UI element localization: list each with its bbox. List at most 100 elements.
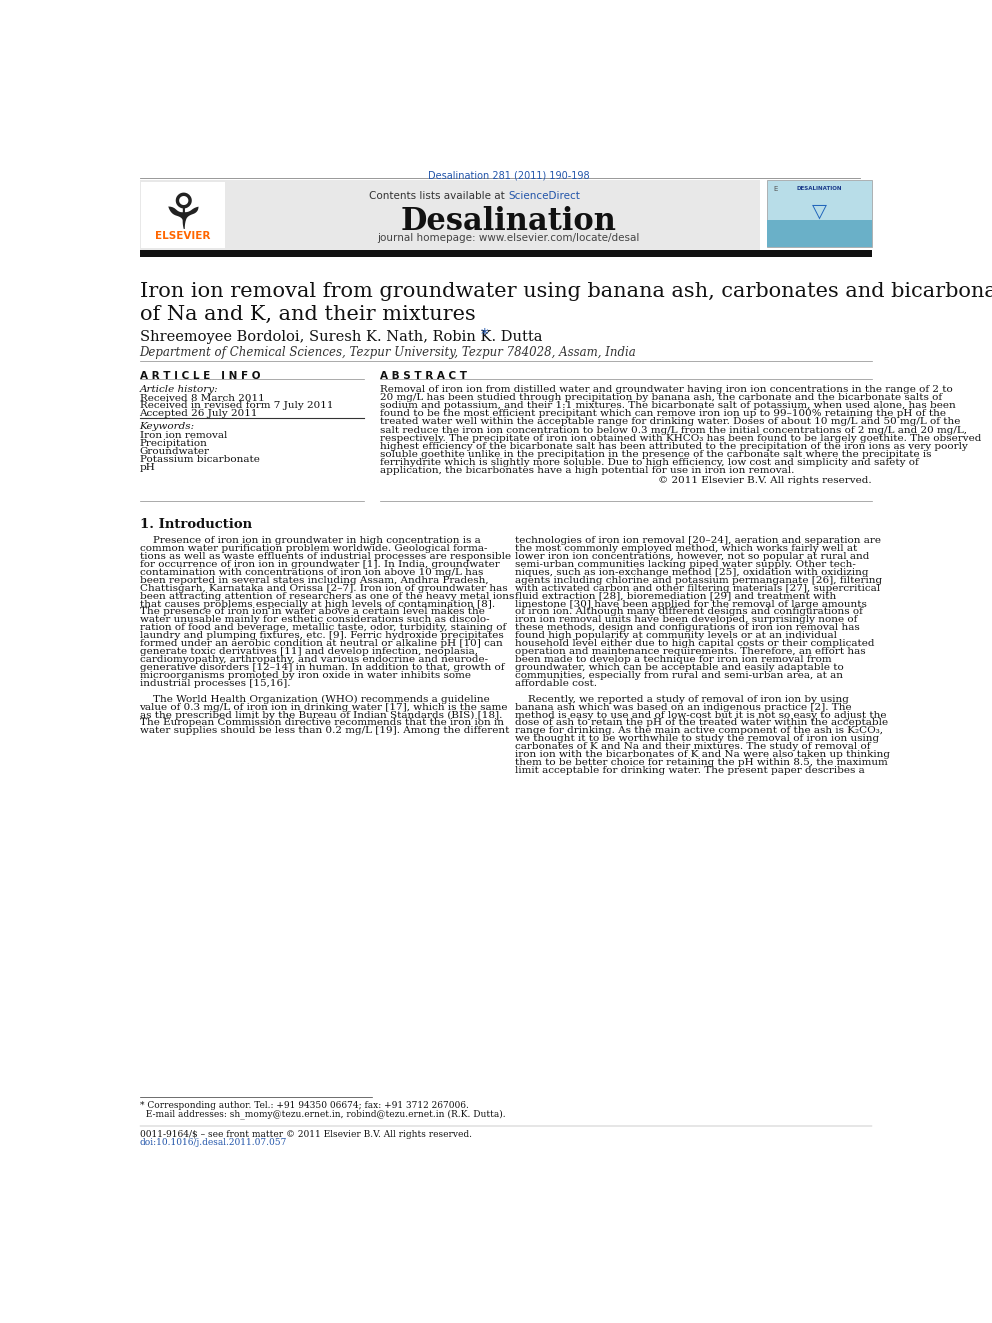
Text: the most commonly employed method, which works fairly well at: the most commonly employed method, which… (516, 544, 858, 553)
Text: method is easy to use and of low-cost but it is not so easy to adjust the: method is easy to use and of low-cost bu… (516, 710, 887, 720)
Text: The presence of iron ion in water above a certain level makes the: The presence of iron ion in water above … (140, 607, 484, 617)
Text: iron ion removal units have been developed, surprisingly none of: iron ion removal units have been develop… (516, 615, 858, 624)
Text: of iron ion. Although many different designs and configurations of: of iron ion. Although many different des… (516, 607, 863, 617)
Text: ELSEVIER: ELSEVIER (155, 232, 210, 241)
Text: journal homepage: www.elsevier.com/locate/desal: journal homepage: www.elsevier.com/locat… (377, 233, 640, 243)
Text: The European Commission directive recommends that the iron ion in: The European Commission directive recomm… (140, 718, 504, 728)
Bar (140, 180, 760, 250)
Text: 1. Introduction: 1. Introduction (140, 519, 252, 532)
Text: Article history:: Article history: (140, 385, 218, 394)
Text: Recently, we reported a study of removal of iron ion by using: Recently, we reported a study of removal… (516, 695, 849, 704)
Text: cardiomyopathy, arthropathy, and various endocrine and neurode-: cardiomyopathy, arthropathy, and various… (140, 655, 488, 664)
Text: doi:10.1016/j.desal.2011.07.057: doi:10.1016/j.desal.2011.07.057 (140, 1138, 287, 1147)
Text: lower iron ion concentrations, however, not so popular at rural and: lower iron ion concentrations, however, … (516, 552, 870, 561)
Text: ration of food and beverage, metallic taste, odor, turbidity, staining of: ration of food and beverage, metallic ta… (140, 623, 506, 632)
Text: salt reduce the iron ion concentration to below 0.3 mg/L from the initial concen: salt reduce the iron ion concentration t… (380, 426, 967, 434)
Text: industrial processes [15,16].: industrial processes [15,16]. (140, 679, 290, 688)
Text: Contents lists available at: Contents lists available at (369, 191, 509, 201)
Text: ScienceDirect: ScienceDirect (509, 191, 580, 201)
Text: Keywords:: Keywords: (140, 422, 194, 431)
Text: Chattisgarh, Karnataka and Orissa [2–7]. Iron ion of groundwater has: Chattisgarh, Karnataka and Orissa [2–7].… (140, 583, 507, 593)
Text: household level either due to high capital costs or their complicated: household level either due to high capit… (516, 639, 875, 648)
Text: Received 8 March 2011: Received 8 March 2011 (140, 394, 264, 402)
Text: The World Health Organization (WHO) recommends a guideline: The World Health Organization (WHO) reco… (140, 695, 489, 704)
Text: range for drinking. As the main active component of the ash is K₂CO₃,: range for drinking. As the main active c… (516, 726, 883, 736)
Text: *: * (480, 328, 488, 343)
Text: been attracting attention of researchers as one of the heavy metal ions: been attracting attention of researchers… (140, 591, 514, 601)
Text: tions as well as waste effluents of industrial processes are responsible: tions as well as waste effluents of indu… (140, 552, 511, 561)
Text: found high popularity at community levels or at an individual: found high popularity at community level… (516, 631, 837, 640)
Text: Department of Chemical Sciences, Tezpur University, Tezpur 784028, Assam, India: Department of Chemical Sciences, Tezpur … (140, 345, 636, 359)
Text: banana ash which was based on an indigenous practice [2]. The: banana ash which was based on an indigen… (516, 703, 852, 712)
Text: common water purification problem worldwide. Geological forma-: common water purification problem worldw… (140, 544, 487, 553)
Text: agents including chlorine and potassium permanganate [26], filtering: agents including chlorine and potassium … (516, 576, 883, 585)
Text: with activated carbon and other filtering materials [27], supercritical: with activated carbon and other filterin… (516, 583, 881, 593)
Text: semi-urban communities lacking piped water supply. Other tech-: semi-urban communities lacking piped wat… (516, 560, 856, 569)
Bar (767, 221, 872, 247)
Text: A B S T R A C T: A B S T R A C T (380, 372, 467, 381)
Text: Presence of iron ion in groundwater in high concentration is a: Presence of iron ion in groundwater in h… (140, 536, 480, 545)
Text: communities, especially from rural and semi-urban area, at an: communities, especially from rural and s… (516, 671, 843, 680)
Text: value of 0.3 mg/L of iron ion in drinking water [17], which is the same: value of 0.3 mg/L of iron ion in drinkin… (140, 703, 508, 712)
Text: Desalination 281 (2011) 190-198: Desalination 281 (2011) 190-198 (428, 171, 589, 180)
Text: generative disorders [12–14] in human. In addition to that, growth of: generative disorders [12–14] in human. I… (140, 663, 504, 672)
Text: © 2011 Elsevier B.V. All rights reserved.: © 2011 Elsevier B.V. All rights reserved… (659, 475, 872, 484)
Text: application, the bicarbonates have a high potential for use in iron ion removal.: application, the bicarbonates have a hig… (380, 466, 795, 475)
Text: microorganisms promoted by iron oxide in water inhibits some: microorganisms promoted by iron oxide in… (140, 671, 470, 680)
Text: ⚘: ⚘ (161, 191, 205, 239)
Text: operation and maintenance requirements. Therefore, an effort has: operation and maintenance requirements. … (516, 647, 866, 656)
Text: water unusable mainly for esthetic considerations such as discolo-: water unusable mainly for esthetic consi… (140, 615, 489, 624)
Text: these methods, design and configurations of iron ion removal has: these methods, design and configurations… (516, 623, 860, 632)
Text: dose of ash to retain the pH of the treated water within the acceptable: dose of ash to retain the pH of the trea… (516, 718, 889, 728)
Text: DESALINATION: DESALINATION (797, 187, 842, 192)
Text: them to be better choice for retaining the pH within 8.5, the maximum: them to be better choice for retaining t… (516, 758, 888, 767)
Bar (141, 181, 225, 249)
Text: contamination with concentrations of iron ion above 10 mg/L has: contamination with concentrations of iro… (140, 568, 483, 577)
Text: that causes problems especially at high levels of contamination [8].: that causes problems especially at high … (140, 599, 495, 609)
Text: Iron ion removal: Iron ion removal (140, 430, 227, 439)
Text: for occurrence of iron ion in groundwater [1]. In India, groundwater: for occurrence of iron ion in groundwate… (140, 560, 499, 569)
Text: Iron ion removal from groundwater using banana ash, carbonates and bicarbonates
: Iron ion removal from groundwater using … (140, 282, 992, 324)
Bar (767, 180, 872, 247)
Text: we thought it to be worthwhile to study the removal of iron ion using: we thought it to be worthwhile to study … (516, 734, 880, 744)
Text: E-mail addresses: sh_momy@tezu.ernet.in, robind@tezu.ernet.in (R.K. Dutta).: E-mail addresses: sh_momy@tezu.ernet.in,… (140, 1109, 505, 1119)
Text: sodium and potassium, and their 1:1 mixtures. The bicarbonate salt of potassium,: sodium and potassium, and their 1:1 mixt… (380, 401, 955, 410)
Text: found to be the most efficient precipitant which can remove iron ion up to 99–10: found to be the most efficient precipita… (380, 409, 945, 418)
Text: affordable cost.: affordable cost. (516, 679, 597, 688)
Text: 20 mg/L has been studied through precipitation by banana ash, the carbonate and : 20 mg/L has been studied through precipi… (380, 393, 941, 402)
Text: Desalination: Desalination (401, 206, 616, 238)
Bar (140, 250, 872, 257)
Text: pH: pH (140, 463, 156, 472)
Text: limit acceptable for drinking water. The present paper describes a: limit acceptable for drinking water. The… (516, 766, 865, 775)
Text: respectively. The precipitate of iron ion obtained with KHCO₃ has been found to : respectively. The precipitate of iron io… (380, 434, 981, 443)
Text: Potassium bicarbonate: Potassium bicarbonate (140, 455, 259, 464)
Text: Shreemoyee Bordoloi, Suresh K. Nath, Robin K. Dutta: Shreemoyee Bordoloi, Suresh K. Nath, Rob… (140, 329, 542, 344)
Text: groundwater, which can be acceptable and easily adaptable to: groundwater, which can be acceptable and… (516, 663, 844, 672)
Text: treated water well within the acceptable range for drinking water. Doses of abou: treated water well within the acceptable… (380, 418, 960, 426)
Text: Groundwater: Groundwater (140, 447, 209, 455)
Text: soluble goethite unlike in the precipitation in the presence of the carbonate sa: soluble goethite unlike in the precipita… (380, 450, 931, 459)
Text: generate toxic derivatives [11] and develop infection, neoplasia,: generate toxic derivatives [11] and deve… (140, 647, 477, 656)
Text: 0011-9164/$ – see front matter © 2011 Elsevier B.V. All rights reserved.: 0011-9164/$ – see front matter © 2011 El… (140, 1130, 471, 1139)
Text: ▽: ▽ (811, 201, 826, 221)
Text: ferrihydrite which is slightly more soluble. Due to high efficiency, low cost an: ferrihydrite which is slightly more solu… (380, 458, 919, 467)
Text: laundry and plumping fixtures, etc. [9]. Ferric hydroxide precipitates: laundry and plumping fixtures, etc. [9].… (140, 631, 503, 640)
Text: Removal of iron ion from distilled water and groundwater having iron ion concent: Removal of iron ion from distilled water… (380, 385, 952, 394)
Text: been reported in several states including Assam, Andhra Pradesh,: been reported in several states includin… (140, 576, 488, 585)
Text: Accepted 26 July 2011: Accepted 26 July 2011 (140, 409, 258, 418)
Text: as the prescribed limit by the Bureau of Indian Standards (BIS) [18].: as the prescribed limit by the Bureau of… (140, 710, 502, 720)
Text: Received in revised form 7 July 2011: Received in revised form 7 July 2011 (140, 401, 333, 410)
Text: A R T I C L E   I N F O: A R T I C L E I N F O (140, 372, 260, 381)
Text: fluid extraction [28], bioremediation [29] and treatment with: fluid extraction [28], bioremediation [2… (516, 591, 836, 601)
Text: highest efficiency of the bicarbonate salt has been attributed to the precipitat: highest efficiency of the bicarbonate sa… (380, 442, 967, 451)
Text: formed under an aerobic condition at neutral or alkaline pH [10] can: formed under an aerobic condition at neu… (140, 639, 502, 648)
Text: limestone [30] have been applied for the removal of large amounts: limestone [30] have been applied for the… (516, 599, 867, 609)
Text: iron ion with the bicarbonates of K and Na were also taken up thinking: iron ion with the bicarbonates of K and … (516, 750, 891, 759)
Text: niques, such as ion-exchange method [25], oxidation with oxidizing: niques, such as ion-exchange method [25]… (516, 568, 869, 577)
Text: carbonates of K and Na and their mixtures. The study of removal of: carbonates of K and Na and their mixture… (516, 742, 871, 751)
Text: Precipitation: Precipitation (140, 439, 207, 447)
Text: technologies of iron ion removal [20–24], aeration and separation are: technologies of iron ion removal [20–24]… (516, 536, 881, 545)
Text: water supplies should be less than 0.2 mg/L [19]. Among the different: water supplies should be less than 0.2 m… (140, 726, 509, 736)
Text: been made to develop a technique for iron ion removal from: been made to develop a technique for iro… (516, 655, 832, 664)
Text: * Corresponding author. Tel.: +91 94350 06674; fax: +91 3712 267006.: * Corresponding author. Tel.: +91 94350 … (140, 1101, 468, 1110)
